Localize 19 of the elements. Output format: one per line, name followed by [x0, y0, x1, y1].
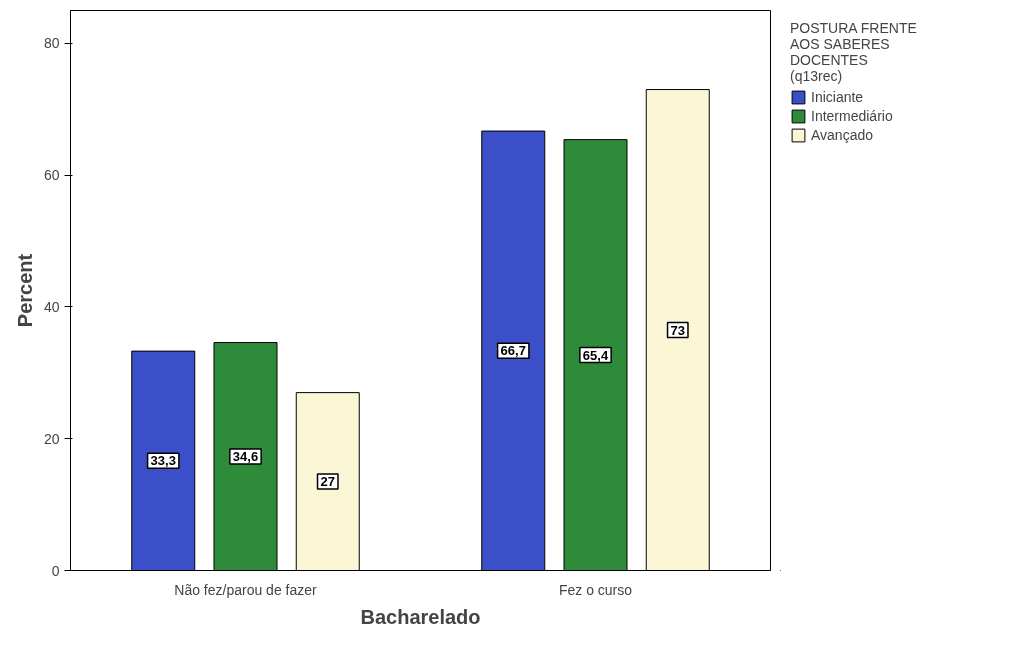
- legend-title: POSTURA FRENTE AOS SABERES DOCENTES (q13rec): [790, 20, 917, 84]
- legend-label: Iniciante: [811, 89, 864, 105]
- data-label: 73: [670, 322, 685, 338]
- y-tick-label: 0: [51, 562, 60, 579]
- y-axis-title: Percent: [13, 253, 36, 328]
- y-tick-label: 80: [43, 35, 60, 52]
- data-label: 34,6: [232, 449, 259, 465]
- y-tick-label: 20: [43, 430, 60, 447]
- legend-label: Intermediário: [811, 108, 893, 124]
- data-label: 65,4: [582, 347, 609, 363]
- x-tick-label: Não fez/parou de fazer: [174, 581, 318, 598]
- y-tick-label: 60: [43, 167, 60, 184]
- data-label: 66,7: [500, 343, 526, 359]
- legend-label: Avançado: [811, 127, 874, 143]
- data-label: 33,3: [150, 453, 176, 469]
- y-tick-label: 40: [43, 298, 60, 315]
- data-label: 27: [320, 474, 335, 490]
- x-tick-label: Fez o curso: [558, 581, 633, 598]
- x-axis-title: Bacharelado: [360, 605, 481, 628]
